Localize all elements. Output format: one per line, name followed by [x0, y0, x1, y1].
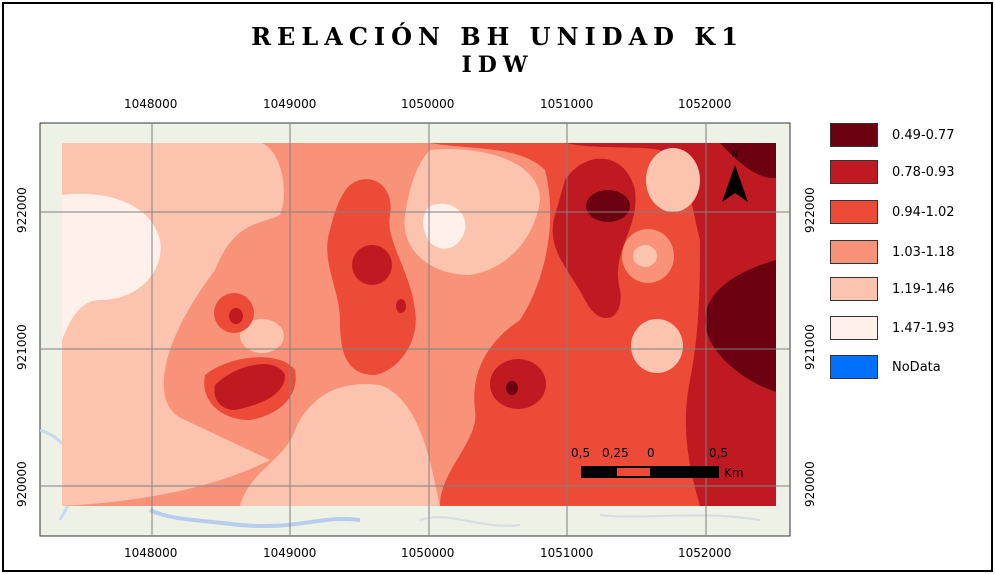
legend-label: 0.49-0.77	[892, 128, 955, 143]
legend-swatch	[830, 277, 878, 301]
x-tick-top-2: 1049000	[263, 97, 317, 111]
spot-darkest-1	[506, 381, 518, 395]
x-tick-bottom-1: 1048000	[124, 546, 178, 560]
x-tick-bottom-5: 1052000	[678, 546, 732, 560]
y-tick-left-2: 921000	[15, 324, 29, 370]
north-arrow-icon	[722, 165, 748, 202]
legend-label: 1.03-1.18	[892, 245, 955, 260]
spot-light-3	[631, 319, 683, 373]
idw-surface	[62, 143, 776, 506]
x-tick-bottom-2: 1049000	[263, 546, 317, 560]
x-tick-top-4: 1051000	[540, 97, 594, 111]
legend-label: 1.47-1.93	[892, 321, 955, 336]
x-tick-bottom-4: 1051000	[540, 546, 594, 560]
legend-swatch	[830, 200, 878, 224]
class-0.78-0.93-sw	[214, 364, 285, 410]
x-tick-top-3: 1050000	[401, 97, 455, 111]
map-subtitle: IDW	[461, 52, 534, 78]
spot-dark-4	[490, 359, 546, 409]
class-1.47-1.93-north	[423, 203, 466, 249]
map-title: RELACIÓN BH UNIDAD K1	[251, 22, 744, 51]
legend-label: NoData	[892, 360, 941, 375]
x-tick-top-1: 1048000	[124, 97, 178, 111]
legend-swatch	[830, 123, 878, 147]
scale-unit: Km	[724, 466, 744, 480]
y-tick-right-3: 920000	[803, 461, 817, 507]
north-label: N	[732, 150, 739, 160]
spot-darkest-2	[586, 190, 630, 222]
class-1.47-1.93-west	[62, 193, 161, 340]
spot-dark-3	[229, 308, 243, 324]
class-0.78-0.93-east	[565, 143, 776, 506]
spot-light-4	[633, 245, 657, 267]
spot-dark-2	[396, 299, 406, 313]
legend-swatch	[830, 240, 878, 264]
legend-label: 0.78-0.93	[892, 165, 955, 180]
coordinate-grid	[40, 123, 790, 536]
legend-swatch	[830, 316, 878, 340]
spot-dark-1	[352, 245, 392, 285]
scale-bar	[581, 466, 719, 478]
spot-light-2	[646, 148, 700, 212]
x-tick-bottom-3: 1050000	[401, 546, 455, 560]
spot-light-1	[240, 319, 284, 353]
class-0.49-0.77-ne	[720, 143, 776, 179]
scale-label-3: 0	[647, 446, 655, 460]
scale-label-2: 0,25	[602, 446, 629, 460]
scale-label-1: 0,5	[571, 446, 591, 460]
x-tick-top-5: 1052000	[678, 97, 732, 111]
y-tick-left-1: 922000	[15, 187, 29, 233]
y-tick-right-1: 922000	[803, 187, 817, 233]
scale-label-4: 0,5	[709, 446, 729, 460]
class-0.49-0.77-east	[705, 260, 776, 392]
y-tick-left-3: 920000	[15, 461, 29, 507]
legend-label: 1.19-1.46	[892, 282, 955, 297]
legend-swatch	[830, 160, 878, 184]
y-tick-right-2: 921000	[803, 324, 817, 370]
legend-swatch	[830, 355, 878, 379]
legend-label: 0.94-1.02	[892, 205, 955, 220]
